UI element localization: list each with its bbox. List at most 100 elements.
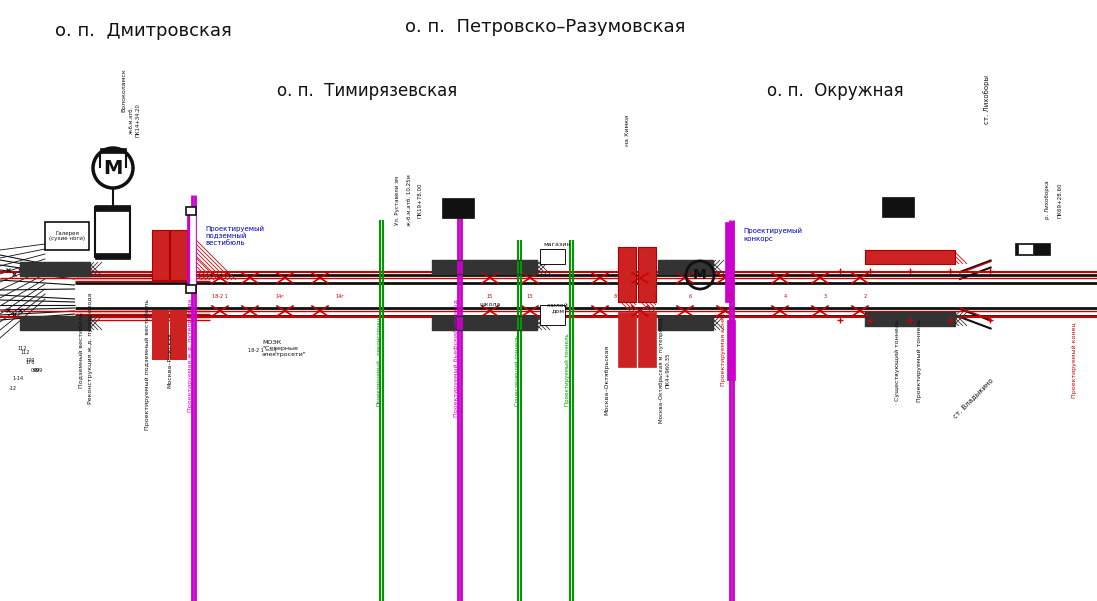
Bar (658, 316, 713, 330)
Text: р. Лихоборка: р. Лихоборка (1045, 181, 1050, 219)
Bar (727, 320, 735, 380)
Text: 3: 3 (824, 293, 826, 299)
Text: Проектируемый
конкорс: Проектируемый конкорс (743, 228, 802, 242)
Bar (152, 310, 169, 360)
Bar (866, 312, 955, 326)
Text: Существующий тоннель: Существующий тоннель (895, 319, 900, 401)
Text: Проектируемый тоннель: Проектируемый тоннель (917, 319, 921, 401)
Bar (866, 250, 955, 264)
Bar (190, 210, 195, 290)
Text: 6: 6 (689, 293, 691, 299)
Text: Реконструкция ж.д. путепровода: Реконструкция ж.д. путепровода (88, 292, 93, 404)
Bar (618, 312, 636, 367)
Text: 112: 112 (18, 346, 26, 350)
Text: 4: 4 (783, 293, 787, 299)
Text: о. п.  Дмитровская: о. п. Дмитровская (55, 22, 231, 40)
Bar (540, 305, 565, 325)
Text: Проектируемый тоннель: Проектируемый тоннель (565, 334, 570, 406)
Bar (658, 260, 713, 274)
Text: 1-14: 1-14 (12, 376, 23, 380)
Bar (20, 262, 90, 276)
Text: школа: школа (479, 302, 500, 308)
Text: Проектируемая конкорс: Проектируемая конкорс (721, 304, 726, 386)
Text: ПК69+28.60: ПК69+28.60 (1058, 182, 1062, 218)
Bar (658, 260, 713, 274)
Bar (658, 316, 713, 330)
Bar (1018, 244, 1033, 254)
Text: Ул. Руставели зм: Ул. Руставели зм (395, 175, 400, 225)
Text: -12: -12 (9, 385, 16, 391)
Bar (152, 230, 169, 280)
Bar (442, 198, 474, 218)
Text: ж-б.м.атб.: ж-б.м.атб. (129, 106, 134, 134)
Bar (866, 312, 955, 326)
Text: на Химки: на Химки (625, 114, 630, 145)
Text: 8: 8 (613, 293, 617, 299)
Text: 13: 13 (527, 293, 533, 299)
Text: Проектируемый подземный вестибюль: Проектируемый подземный вестибюль (145, 299, 150, 430)
Text: МОЭК
"Северные
электросети": МОЭК "Северные электросети" (262, 340, 307, 356)
Bar (618, 247, 636, 302)
Text: ПК14+34.20: ПК14+34.20 (136, 103, 142, 137)
Bar (432, 260, 538, 274)
Bar (638, 247, 656, 302)
Bar (432, 316, 538, 330)
Bar (20, 262, 90, 276)
Text: о. п.  Окружная: о. п. Окружная (767, 82, 903, 100)
Text: 18-2 1: 18-2 1 (212, 293, 228, 299)
Text: М: М (103, 159, 123, 177)
Text: 099: 099 (33, 367, 43, 373)
Bar (45, 222, 89, 250)
Bar (638, 247, 656, 302)
Bar (95, 205, 131, 211)
Bar (95, 207, 131, 257)
Bar (638, 312, 656, 367)
Text: 18-2 1 ——|: 18-2 1 ——| (248, 347, 276, 353)
Text: 112: 112 (21, 350, 30, 355)
Bar (152, 230, 169, 280)
Text: 099: 099 (31, 367, 39, 373)
Text: ж-б.м.атб. 10,25м: ж-б.м.атб. 10,25м (407, 174, 412, 226)
Text: ПК19+78.00: ПК19+78.00 (417, 182, 422, 218)
Text: Москва–Рижская: Москва–Рижская (167, 332, 172, 388)
Text: Волоколамск: Волоколамск (121, 68, 126, 112)
Text: о. п.  Петровско–Разумовская: о. п. Петровско–Разумовская (405, 18, 686, 36)
Text: о. п.  Тимирязевская: о. п. Тимирязевская (276, 82, 457, 100)
Text: ст. Владыкино: ст. Владыкино (952, 377, 994, 419)
Bar (186, 210, 195, 290)
Text: Москва–Октябрьская: Москва–Октябрьская (604, 345, 609, 415)
Text: Москва–Октябрьская м. путепровод
ПК4+960.35: Москва–Октябрьская м. путепровод ПК4+960… (659, 317, 670, 423)
Bar (95, 253, 131, 259)
Text: Проектируемый бьефский переход: Проектируемый бьефский переход (454, 299, 459, 417)
Bar (170, 230, 186, 280)
Text: М: М (693, 268, 706, 282)
Bar (618, 247, 636, 302)
Text: Проектируемый
подземный
вестибюль: Проектируемый подземный вестибюль (205, 225, 264, 246)
Bar (186, 207, 196, 215)
Bar (20, 316, 90, 330)
Text: Подземный вестибюль: Подземный вестибюль (78, 312, 83, 388)
Bar (170, 230, 186, 280)
Text: Проектируемый...реконструкц.: Проектируемый...реконструкц. (376, 314, 381, 406)
Bar (20, 316, 90, 330)
Text: 15: 15 (487, 293, 494, 299)
Text: магазин: магазин (543, 242, 570, 248)
Text: 14г: 14г (275, 293, 284, 299)
Text: 7: 7 (654, 293, 657, 299)
Bar (100, 148, 126, 153)
Bar (882, 197, 914, 217)
Text: Существующий тоннель: Существующий тоннель (514, 334, 520, 406)
Text: ст. Лихоборы: ст. Лихоборы (983, 76, 989, 124)
Text: 14г: 14г (336, 293, 344, 299)
Bar (866, 250, 955, 264)
Text: 5: 5 (728, 293, 732, 299)
Bar (432, 316, 538, 330)
Text: Проектируемый конец: Проектируемый конец (1072, 322, 1077, 398)
Bar (540, 249, 565, 264)
Bar (1015, 243, 1050, 255)
Text: 2: 2 (863, 293, 867, 299)
Bar (188, 220, 195, 280)
Text: 170: 170 (25, 359, 35, 364)
Text: Проектируемая ж.д. путепровода: Проектируемая ж.д. путепровода (188, 298, 193, 412)
Bar (725, 222, 733, 302)
